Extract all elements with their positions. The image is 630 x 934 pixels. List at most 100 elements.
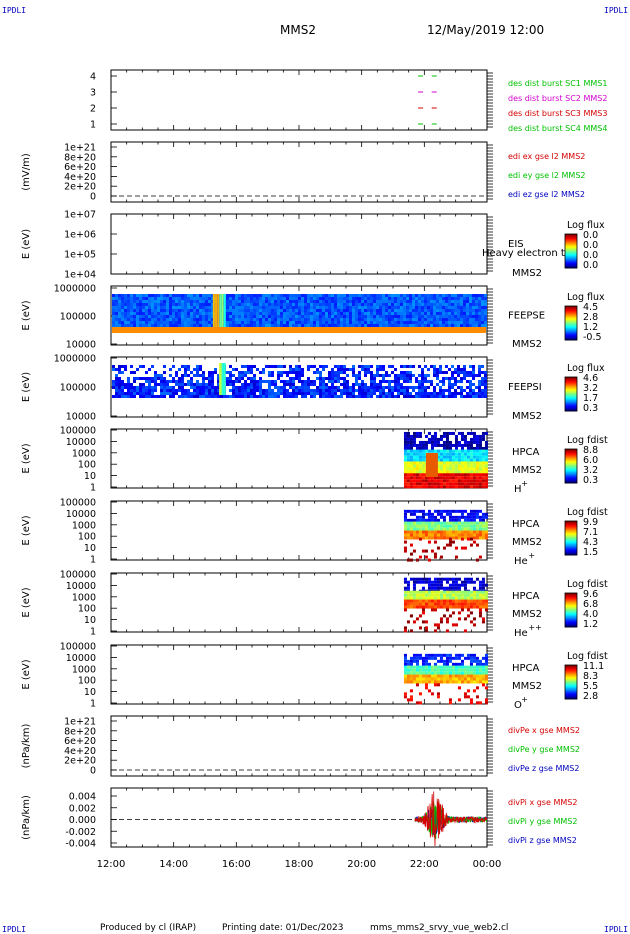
feepsi-cell [178, 380, 181, 383]
hpca_he1-cell [460, 509, 464, 513]
feepsi-cell [358, 389, 361, 392]
feepse-cell [328, 306, 331, 309]
hpca_he1-cell [475, 543, 479, 547]
feepse-cell [262, 303, 265, 306]
feepse-cell [121, 315, 124, 318]
feepsi-cell [244, 383, 247, 386]
hpca_he2-cell [433, 605, 437, 609]
hpca_he2-cell [421, 590, 425, 594]
feepse-cell [322, 309, 325, 312]
feepse-cell [292, 324, 295, 327]
feepse-cell [469, 318, 472, 321]
hpca_he2-colorbar-cell [565, 619, 577, 621]
feepse-cell [328, 324, 331, 327]
feepse-cell [235, 315, 238, 318]
feepsi-cell [136, 368, 139, 371]
hpca_o-cell [403, 695, 407, 699]
feepse-cell [382, 303, 385, 306]
hpca_he2-cell [454, 593, 458, 597]
feepsi-cell [307, 392, 310, 395]
feepsi-cell [394, 368, 397, 371]
feepsi-cell [424, 374, 427, 377]
feepsi-cell [181, 374, 184, 377]
feepsi-cell [247, 371, 250, 374]
hpca_he1-cell [439, 524, 443, 528]
hpca_he1-cell [418, 555, 422, 559]
feepse-cell [253, 312, 256, 315]
feepsi-cell [178, 389, 181, 392]
feepsi-cell [295, 389, 298, 392]
feepse-cell [166, 318, 169, 321]
feepse-cell [274, 303, 277, 306]
hpca_he2-cell [445, 590, 449, 594]
hpca_he2-cell [409, 605, 413, 609]
feepsi-cell [310, 392, 313, 395]
hpca_o-cell [478, 677, 482, 681]
feepse-cell [127, 315, 130, 318]
feepse-cell [157, 300, 160, 303]
hpca_h-cell [472, 446, 476, 450]
hpca_he1-cell [433, 521, 437, 525]
hpca_he2-cell [451, 580, 455, 584]
feepse-cell [319, 318, 322, 321]
hpca_h-cell [484, 473, 488, 477]
feepse-cell [166, 303, 169, 306]
feepsi-cell [208, 389, 211, 392]
feepse-cell [352, 303, 355, 306]
feepsi-cell [136, 392, 139, 395]
feepse-cell [328, 294, 331, 297]
feepse-cell [295, 312, 298, 315]
hpca_o-cell [445, 659, 449, 663]
feepsi-cell [445, 395, 448, 398]
feepsi-cell [202, 377, 205, 380]
feepsi-cell [439, 389, 442, 392]
feepsi-cell [244, 389, 247, 392]
hpca_he2-cell [481, 593, 485, 597]
feepse-cell [337, 297, 340, 300]
hpca_he1-cell [463, 521, 467, 525]
feepse-cell [130, 321, 133, 324]
hpca_he1-sc: MMS2 [512, 537, 542, 548]
feepse-cell [391, 300, 394, 303]
feepsi-cell [163, 365, 166, 368]
feepsi-cell [250, 365, 253, 368]
feepsi-cell [409, 374, 412, 377]
hpca_o-cell [460, 674, 464, 678]
feepse-cell [409, 300, 412, 303]
hpca_h-cell [403, 452, 407, 456]
hpca_he1-cell [454, 527, 458, 531]
hpca_o-cell [403, 692, 407, 696]
hpca_h-cell [409, 476, 413, 480]
hpca_he2-cell [442, 593, 446, 597]
feepse-cell [244, 303, 247, 306]
feepse-cell [445, 312, 448, 315]
feepsi-cell [145, 371, 148, 374]
feepse-cell [205, 309, 208, 312]
feepsi-cell [115, 395, 118, 398]
feepse-cell [400, 312, 403, 315]
hpca_h-cell [460, 431, 464, 435]
feepse-cell [358, 315, 361, 318]
feepse-cell [385, 297, 388, 300]
hpca_he2-cell [415, 596, 419, 600]
feepse-cell [454, 306, 457, 309]
eis-colorbar-title: Log flux [567, 220, 605, 231]
hpca_he2-cell [433, 583, 437, 587]
feepse-cell [343, 312, 346, 315]
feepsi-cell [403, 386, 406, 389]
feepse-cell [421, 303, 424, 306]
hpca_h-cell [433, 431, 437, 435]
hpca_h-cell [445, 440, 449, 444]
feepse-cell [331, 306, 334, 309]
hpca_he1-cell [457, 518, 461, 522]
feepsi-cell [298, 365, 301, 368]
hpca_he1-cell [424, 533, 428, 537]
hpca_h-cell [451, 443, 455, 447]
feepsi-cell [193, 389, 196, 392]
feepsi-cell [340, 371, 343, 374]
hpca_he2-cell [418, 596, 422, 600]
hpca_h-cell [403, 443, 407, 447]
feepsi-cell [142, 365, 145, 368]
hpca_he2-cell [451, 577, 455, 581]
hpca_he2-cell [454, 623, 458, 627]
